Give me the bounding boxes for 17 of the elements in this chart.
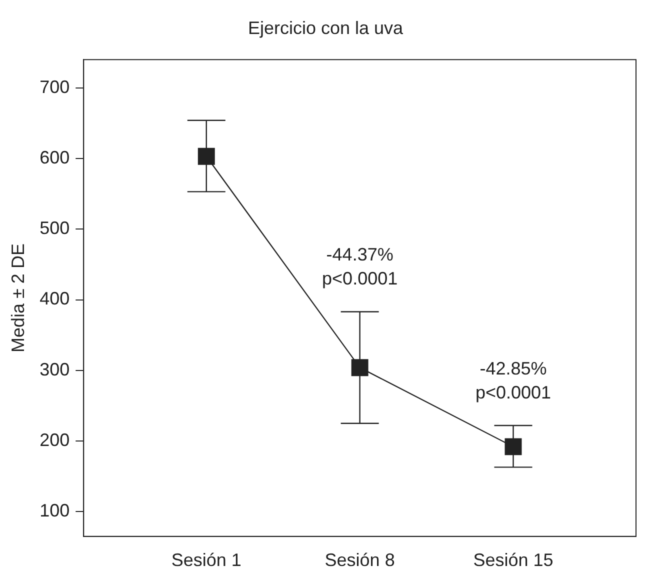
x-tick-label: Sesión 8: [324, 550, 395, 570]
y-tick-label: 400: [40, 288, 70, 309]
y-axis-title: Media ± 2 DE: [8, 244, 28, 352]
y-tick-label: 100: [40, 500, 70, 521]
y-tick-label: 200: [40, 430, 70, 450]
point: [504, 438, 522, 456]
annotation: -42.85% p<0.0001: [475, 358, 552, 402]
y-tick-label: 700: [40, 76, 70, 97]
annotation: -44.37% p<0.0001: [322, 244, 398, 289]
y-tick-label: 500: [40, 218, 70, 238]
point: [198, 148, 215, 165]
y-tick-label: 600: [40, 147, 70, 168]
point: [351, 359, 368, 376]
chart-title: Ejercicio con la uva: [248, 18, 404, 38]
x-tick-label: Sesión 1: [171, 550, 242, 570]
y-tick-label: 300: [40, 359, 70, 380]
x-tick-label: Sesión 15: [473, 550, 554, 570]
